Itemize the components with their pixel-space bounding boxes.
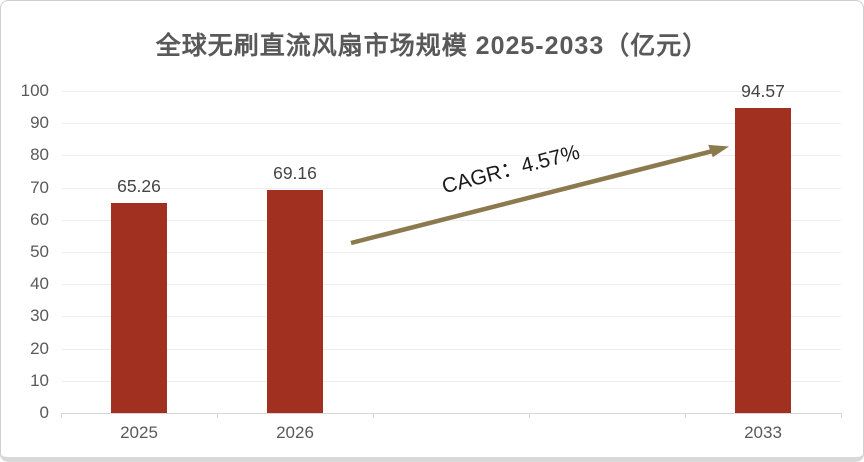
- gridline: [61, 380, 841, 382]
- gridline: [61, 252, 841, 253]
- y-axis-tick-label: 80: [30, 145, 49, 165]
- y-axis-tick-label: 10: [30, 370, 49, 390]
- gridline: [61, 123, 841, 125]
- y-axis-tick-label: 50: [30, 242, 49, 261]
- y-axis-tick-label: 30: [30, 306, 49, 326]
- x-axis-tick: [685, 413, 686, 418]
- bar-value-label: 94.57: [741, 81, 785, 102]
- x-axis-tick: [841, 413, 842, 418]
- y-axis-tick-label: 40: [30, 274, 49, 294]
- y-axis-tick-label: 0: [39, 403, 49, 422]
- gridline: [61, 348, 841, 350]
- gridline: [61, 316, 841, 318]
- x-axis-line: [61, 413, 842, 414]
- x-axis-category-label: 2026: [276, 423, 314, 442]
- bar-value-label: 69.16: [273, 163, 317, 184]
- gridline: [61, 91, 841, 92]
- chart-title: 全球无刷直流风扇市场规模 2025-2033（亿元）: [155, 32, 709, 60]
- bar-2033: [735, 108, 791, 413]
- cagr-annotation-label: CAGR：4.57%: [439, 140, 583, 199]
- bar-2026: [267, 190, 323, 413]
- x-axis-category-label: 2025: [120, 423, 158, 442]
- y-axis-tick-label: 100: [20, 81, 49, 100]
- gridline: [61, 284, 841, 286]
- bar-2025: [111, 202, 167, 413]
- gridline: [61, 219, 841, 221]
- x-axis-tick: [373, 413, 374, 418]
- gridline: [61, 155, 841, 157]
- x-axis-tick: [529, 413, 530, 418]
- x-axis-tick: [61, 413, 62, 418]
- y-axis-tick-label: 90: [30, 113, 49, 133]
- x-axis-category-label: 2033: [744, 423, 782, 442]
- y-axis-tick-label: 60: [30, 209, 49, 229]
- x-axis-tick: [217, 413, 218, 418]
- y-axis-tick-label: 70: [30, 177, 49, 197]
- y-axis-tick-label: 20: [30, 338, 49, 358]
- bar-value-label: 65.26: [117, 175, 161, 196]
